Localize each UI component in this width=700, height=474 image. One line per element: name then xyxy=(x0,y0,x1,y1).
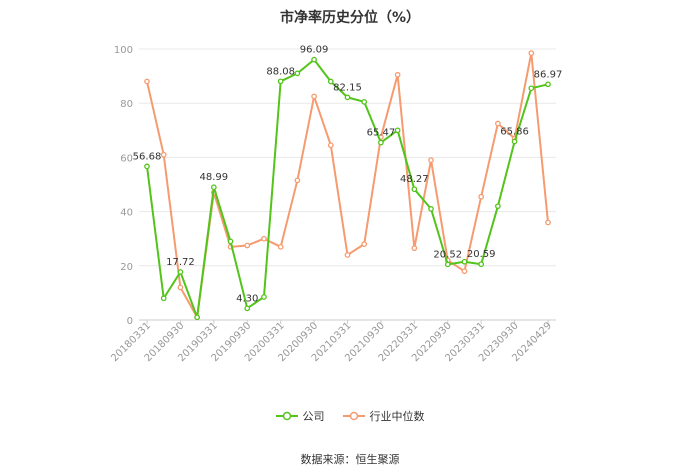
y-tick-label: 80 xyxy=(120,99,133,110)
company-point xyxy=(361,98,368,105)
industry-point xyxy=(244,242,251,249)
industry-point xyxy=(144,78,150,85)
legend-item-industry-median[interactable]: 行业中位数 xyxy=(342,408,425,424)
data-source-note: 数据来源：恒生聚源 xyxy=(300,453,400,466)
company-point xyxy=(428,206,434,212)
company-point xyxy=(194,314,200,321)
company-data-label: 88.08 xyxy=(266,66,295,77)
company-point xyxy=(244,305,251,312)
company-point xyxy=(210,184,217,191)
legend-label-industry-median: 行业中位数 xyxy=(369,410,425,423)
company-point xyxy=(144,163,150,170)
industry-point xyxy=(277,243,284,250)
legend-swatch-industry-icon xyxy=(342,411,365,421)
industry-point xyxy=(528,50,535,56)
industry-point xyxy=(478,193,485,200)
company-data-label: 20.52 xyxy=(433,249,462,260)
company-data-label: 4.30 xyxy=(236,293,258,304)
company-point xyxy=(311,56,317,63)
industry-point xyxy=(495,120,501,127)
industry-point xyxy=(327,142,334,149)
industry-point xyxy=(545,219,551,226)
industry-point xyxy=(294,177,301,184)
company-data-label: 86.97 xyxy=(534,69,563,80)
y-tick-label: 40 xyxy=(120,208,133,219)
y-tick-label: 100 xyxy=(114,45,133,56)
industry-point xyxy=(394,71,401,78)
industry-point xyxy=(177,284,184,291)
company-point xyxy=(227,238,234,245)
company-data-label: 65.47 xyxy=(367,128,396,139)
company-data-label: 20.59 xyxy=(467,249,496,260)
company-point xyxy=(444,261,451,268)
company-point xyxy=(394,127,401,134)
company-point xyxy=(478,261,485,268)
company-point xyxy=(495,203,501,210)
company-data-label: 17.72 xyxy=(166,257,195,268)
industry-point xyxy=(428,157,434,163)
industry-point xyxy=(160,151,167,158)
company-data-label: 56.68 xyxy=(133,151,162,162)
company-point xyxy=(411,186,418,193)
company-data-label: 48.99 xyxy=(200,172,229,183)
industry-point xyxy=(411,245,418,252)
legend-swatch-company-icon xyxy=(275,411,298,421)
industry-point xyxy=(461,268,468,275)
company-point xyxy=(277,78,284,85)
company-data-label: 96.09 xyxy=(300,45,329,56)
industry-point xyxy=(311,93,317,100)
company-data-label: 82.15 xyxy=(333,82,362,93)
y-tick-label: 60 xyxy=(120,153,133,164)
y-tick-label: 20 xyxy=(120,262,133,273)
company-point xyxy=(344,94,351,101)
legend-item-company[interactable]: 公司 xyxy=(275,408,325,424)
company-point xyxy=(511,138,518,145)
company-point xyxy=(378,139,384,146)
industry-point xyxy=(344,252,351,258)
company-data-label: 48.27 xyxy=(400,174,429,185)
company-data-label: 65.86 xyxy=(500,127,529,138)
legend-label-company: 公司 xyxy=(302,410,325,423)
company-point xyxy=(294,70,301,77)
chart-legend: 公司 行业中位数 xyxy=(0,408,700,424)
company-point xyxy=(528,85,535,92)
company-point xyxy=(177,269,184,275)
y-tick-label: 0 xyxy=(127,316,133,327)
company-point xyxy=(545,81,551,88)
company-point xyxy=(160,295,167,302)
company-point xyxy=(261,294,267,300)
industry-point xyxy=(261,235,267,242)
industry-point xyxy=(361,241,368,247)
company-point xyxy=(461,258,468,265)
company-point xyxy=(327,78,334,85)
chart-title: 市净率历史分位（%） xyxy=(279,10,421,26)
